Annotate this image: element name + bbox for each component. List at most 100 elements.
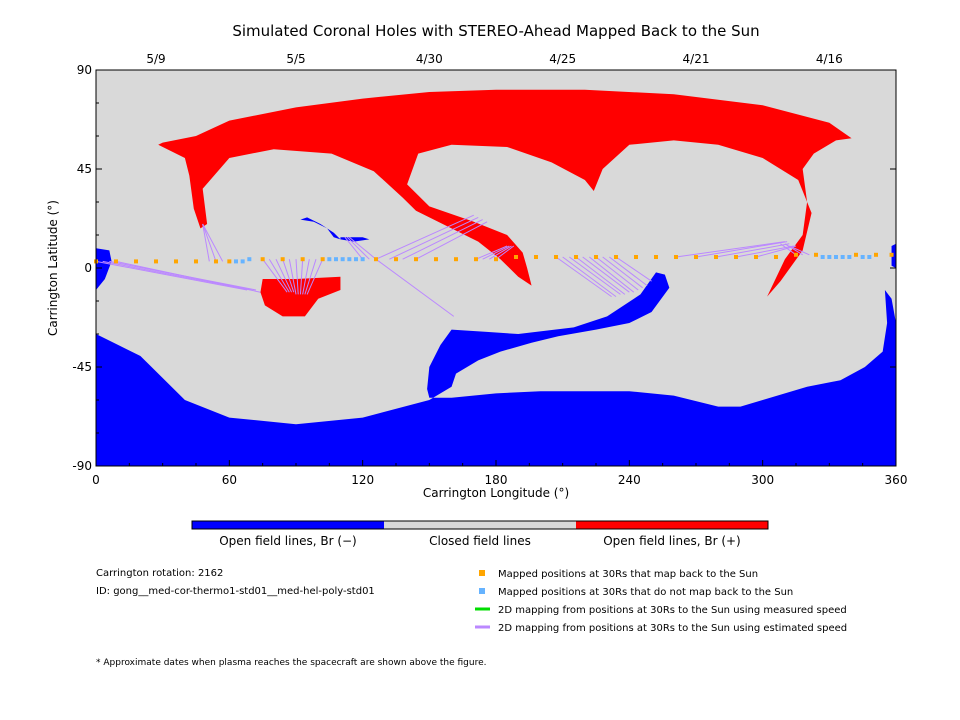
y-axis: 90 45 0 -45 -90 [72, 63, 896, 473]
not-mapped-point [347, 257, 352, 262]
estimated-speed-mapping-line [595, 256, 639, 291]
y-tick-label: 90 [77, 63, 92, 77]
estimated-speed-mapping-line [589, 256, 635, 293]
mapped-back-point [394, 257, 398, 262]
date-tick-label: 5/9 [146, 52, 165, 66]
mapped-back-point [134, 259, 138, 264]
not-mapped-point [327, 257, 332, 262]
carrington-rotation-text: Carrington rotation: 2162 [96, 568, 223, 579]
date-tick-label: 5/5 [286, 52, 305, 66]
mapped-back-point [494, 257, 498, 262]
y-tick-label: -45 [72, 360, 92, 374]
estimated-speed-mapping-line [299, 259, 304, 295]
estimated-speed-mapping-line [375, 214, 474, 260]
not-mapped-point [847, 255, 852, 259]
mapped-back-point [854, 252, 858, 257]
estimated-speed-mapping-line [268, 258, 290, 293]
estimated-speed-mapping-line [582, 256, 630, 293]
x-tick-label: 0 [92, 473, 100, 487]
not-mapped-point [860, 255, 865, 259]
mapped-back-point [114, 259, 118, 264]
mapped-back-point [754, 255, 758, 259]
estimated-speed-mapping-line [202, 223, 224, 262]
estimated-speed-mapping-line [575, 256, 626, 295]
estimated-speed-mapping-line [569, 256, 621, 295]
mapped-back-point [374, 257, 378, 262]
mapped-back-point [714, 255, 718, 259]
mapped-back-point [889, 252, 894, 257]
estimated-speed-mapping-line [349, 236, 377, 260]
estimated-speed-mapping-line [202, 223, 217, 262]
model-id-text: ID: gong__med-cor-thermo1-std01__med-hel… [96, 586, 375, 597]
negative-hole-west-edge [96, 248, 112, 290]
colorbar-label-negative: Open field lines, Br (−) [219, 534, 357, 548]
colorbar-negative [192, 521, 384, 529]
mapped-back-point [794, 252, 798, 257]
mapped-back-point [154, 259, 158, 264]
estimated-speed-mapping-line [489, 245, 512, 260]
not-mapped-point [234, 259, 238, 264]
x-tick-label: 240 [618, 473, 641, 487]
not-mapped-point [354, 257, 358, 262]
map-plot-area [94, 69, 897, 467]
estimated-speed-mapping-line [115, 260, 261, 293]
not-mapped-point [834, 255, 838, 259]
estimated-speed-mapping-line [375, 258, 455, 317]
estimated-speed-mapping-line [695, 241, 788, 258]
y-tick-label: 0 [84, 261, 92, 275]
north-polar-coronal-hole [158, 89, 852, 297]
footnote-text: * Approximate dates when plasma reaches … [96, 658, 487, 668]
not-mapped-point [240, 259, 245, 264]
coronal-hole-regions [96, 89, 896, 466]
not-mapped-point [827, 255, 832, 259]
y-tick-label: -90 [72, 459, 92, 473]
mapped-back-point [814, 252, 818, 257]
estimated-speed-mapping-line [304, 259, 317, 295]
mapped-back-point [614, 255, 618, 259]
colorbar: Open field lines, Br (−) Closed field li… [191, 520, 769, 548]
colorbar-label-closed: Closed field lines [429, 534, 531, 548]
mapped-back-point [654, 255, 658, 259]
x-tick-label: 120 [351, 473, 374, 487]
estimated-speed-mapping-line [475, 245, 508, 260]
estimated-speed-mapping-line [295, 259, 299, 295]
estimated-speed-mapping-line [482, 245, 510, 260]
x-tick-label: 300 [751, 473, 774, 487]
estimated-speed-mapping-line [755, 245, 797, 258]
legend-label: Mapped positions at 30Rs that do not map… [498, 587, 793, 598]
mapped-back-point [774, 255, 778, 259]
estimated-speed-mapping-line [675, 241, 785, 258]
y-axis-label: Carrington Latitude (°) [46, 200, 60, 336]
mapped-back-point [574, 255, 578, 259]
estimated-speed-mapping-line [789, 245, 810, 256]
mapped-position-points [94, 252, 894, 264]
estimated-speed-mapping-line [275, 258, 293, 293]
mapped-back-point [874, 252, 878, 257]
mapped-back-point [474, 257, 478, 262]
estimated-speed-mapping-line [495, 245, 515, 260]
date-tick-label: 4/30 [416, 52, 443, 66]
not-mapped-point [334, 257, 338, 262]
mapped-back-point [734, 255, 738, 259]
negative-hole-small-north [300, 217, 341, 240]
date-tick-label: 4/21 [683, 52, 710, 66]
legend-label: 2D mapping from positions at 30Rs to the… [498, 605, 847, 616]
estimated-speed-mapping-line [735, 245, 794, 258]
negative-hole-east-edge [891, 243, 896, 268]
estimated-speed-mapping-line [346, 236, 370, 260]
y-tick-label: 45 [77, 162, 92, 176]
estimated-speed-mapping-line [784, 243, 803, 256]
colorbar-closed [384, 521, 576, 529]
date-tick-label: 4/25 [549, 52, 576, 66]
south-polar-coronal-hole [96, 272, 896, 466]
mapped-back-point [514, 255, 518, 259]
not-mapped-point [867, 255, 872, 259]
mapped-back-point [194, 259, 198, 264]
mapped-back-point [554, 255, 558, 259]
legend-marker [479, 588, 485, 594]
mapped-back-point [174, 259, 178, 264]
date-tick-label: 4/16 [816, 52, 843, 66]
estimated-speed-mapping-line [780, 243, 797, 256]
mapped-back-point [414, 257, 418, 262]
